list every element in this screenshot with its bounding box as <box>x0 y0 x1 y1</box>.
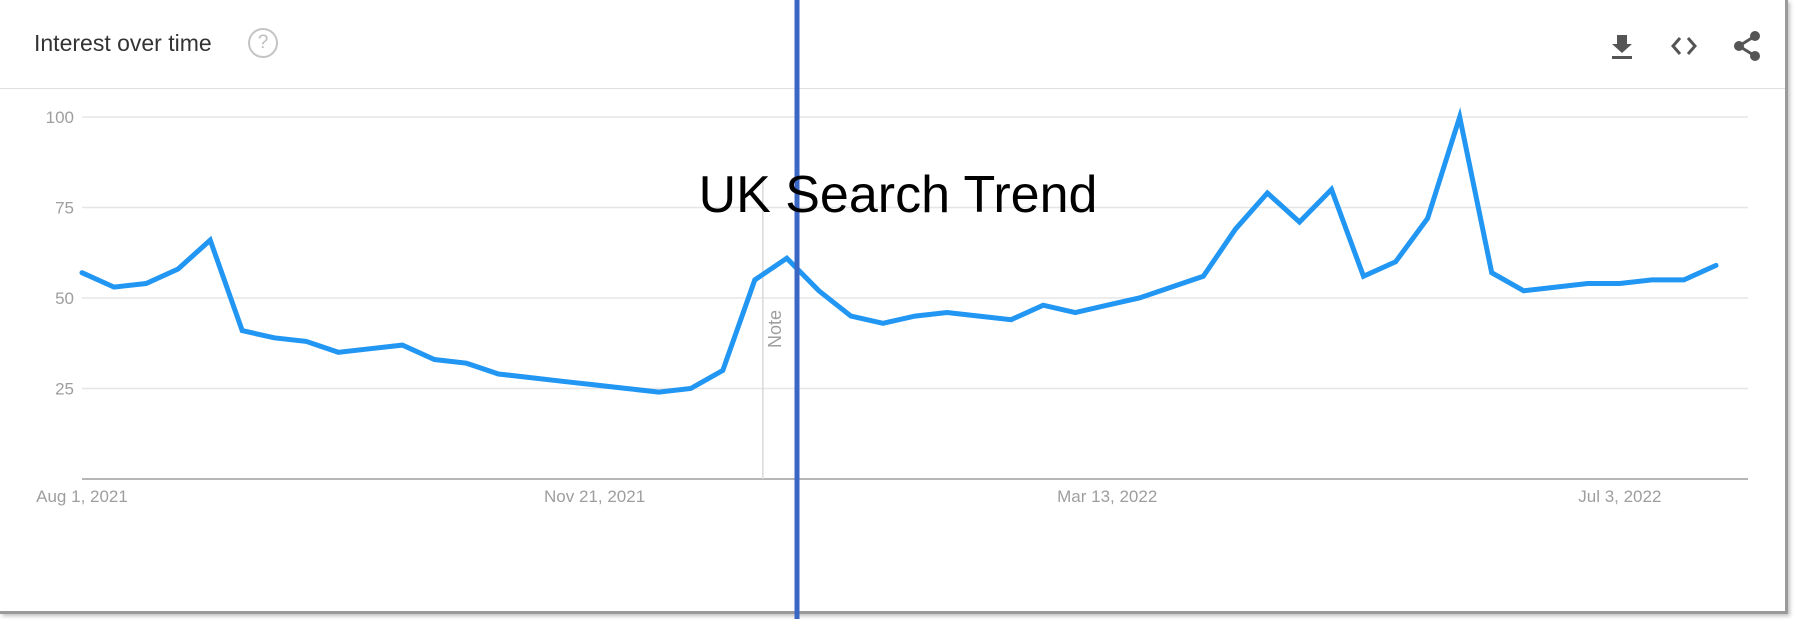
label-layer: 25 50 75 100 Aug 1, 2021 Nov 21, 2021 Mar 13, … <box>36 108 1661 506</box>
series-layer <box>79 107 1719 395</box>
share-icon[interactable] <box>1731 30 1763 62</box>
series-line-0 <box>79 107 1719 395</box>
y-tick-label: 100 <box>46 108 74 127</box>
help-circle-icon[interactable]: ? <box>248 28 278 58</box>
embed-icon[interactable] <box>1668 30 1700 62</box>
chart-header-title: Interest over time <box>34 30 212 56</box>
chart-title: UK Search Trend <box>699 166 1098 224</box>
x-tick-label: Aug 1, 2021 <box>36 487 128 506</box>
note-label[interactable]: Note <box>765 310 785 348</box>
y-tick-label: 75 <box>55 199 74 218</box>
grid-layer <box>82 116 1748 480</box>
download-icon[interactable] <box>1606 30 1638 62</box>
note-layer: Note <box>762 177 785 479</box>
y-tick-label: 25 <box>55 380 74 399</box>
x-tick-label: Nov 21, 2021 <box>544 487 645 506</box>
y-tick-label: 50 <box>55 289 74 308</box>
x-tick-label: Mar 13, 2022 <box>1057 487 1157 506</box>
x-tick-label: Jul 3, 2022 <box>1578 487 1661 506</box>
chart-header: Interest over time ? <box>0 0 1785 89</box>
